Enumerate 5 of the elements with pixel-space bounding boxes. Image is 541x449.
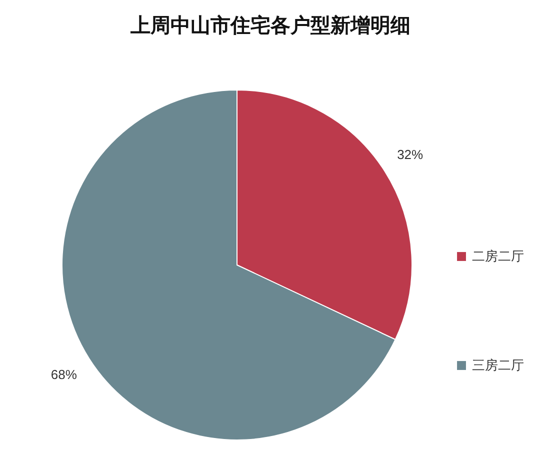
data-label: 32% (397, 147, 424, 162)
chart-title: 上周中山市住宅各户型新增明细 (130, 14, 410, 37)
legend-label: 三房二厅 (472, 358, 524, 372)
data-label: 68% (50, 366, 78, 382)
legend-label: 二房二厅 (472, 248, 524, 264)
